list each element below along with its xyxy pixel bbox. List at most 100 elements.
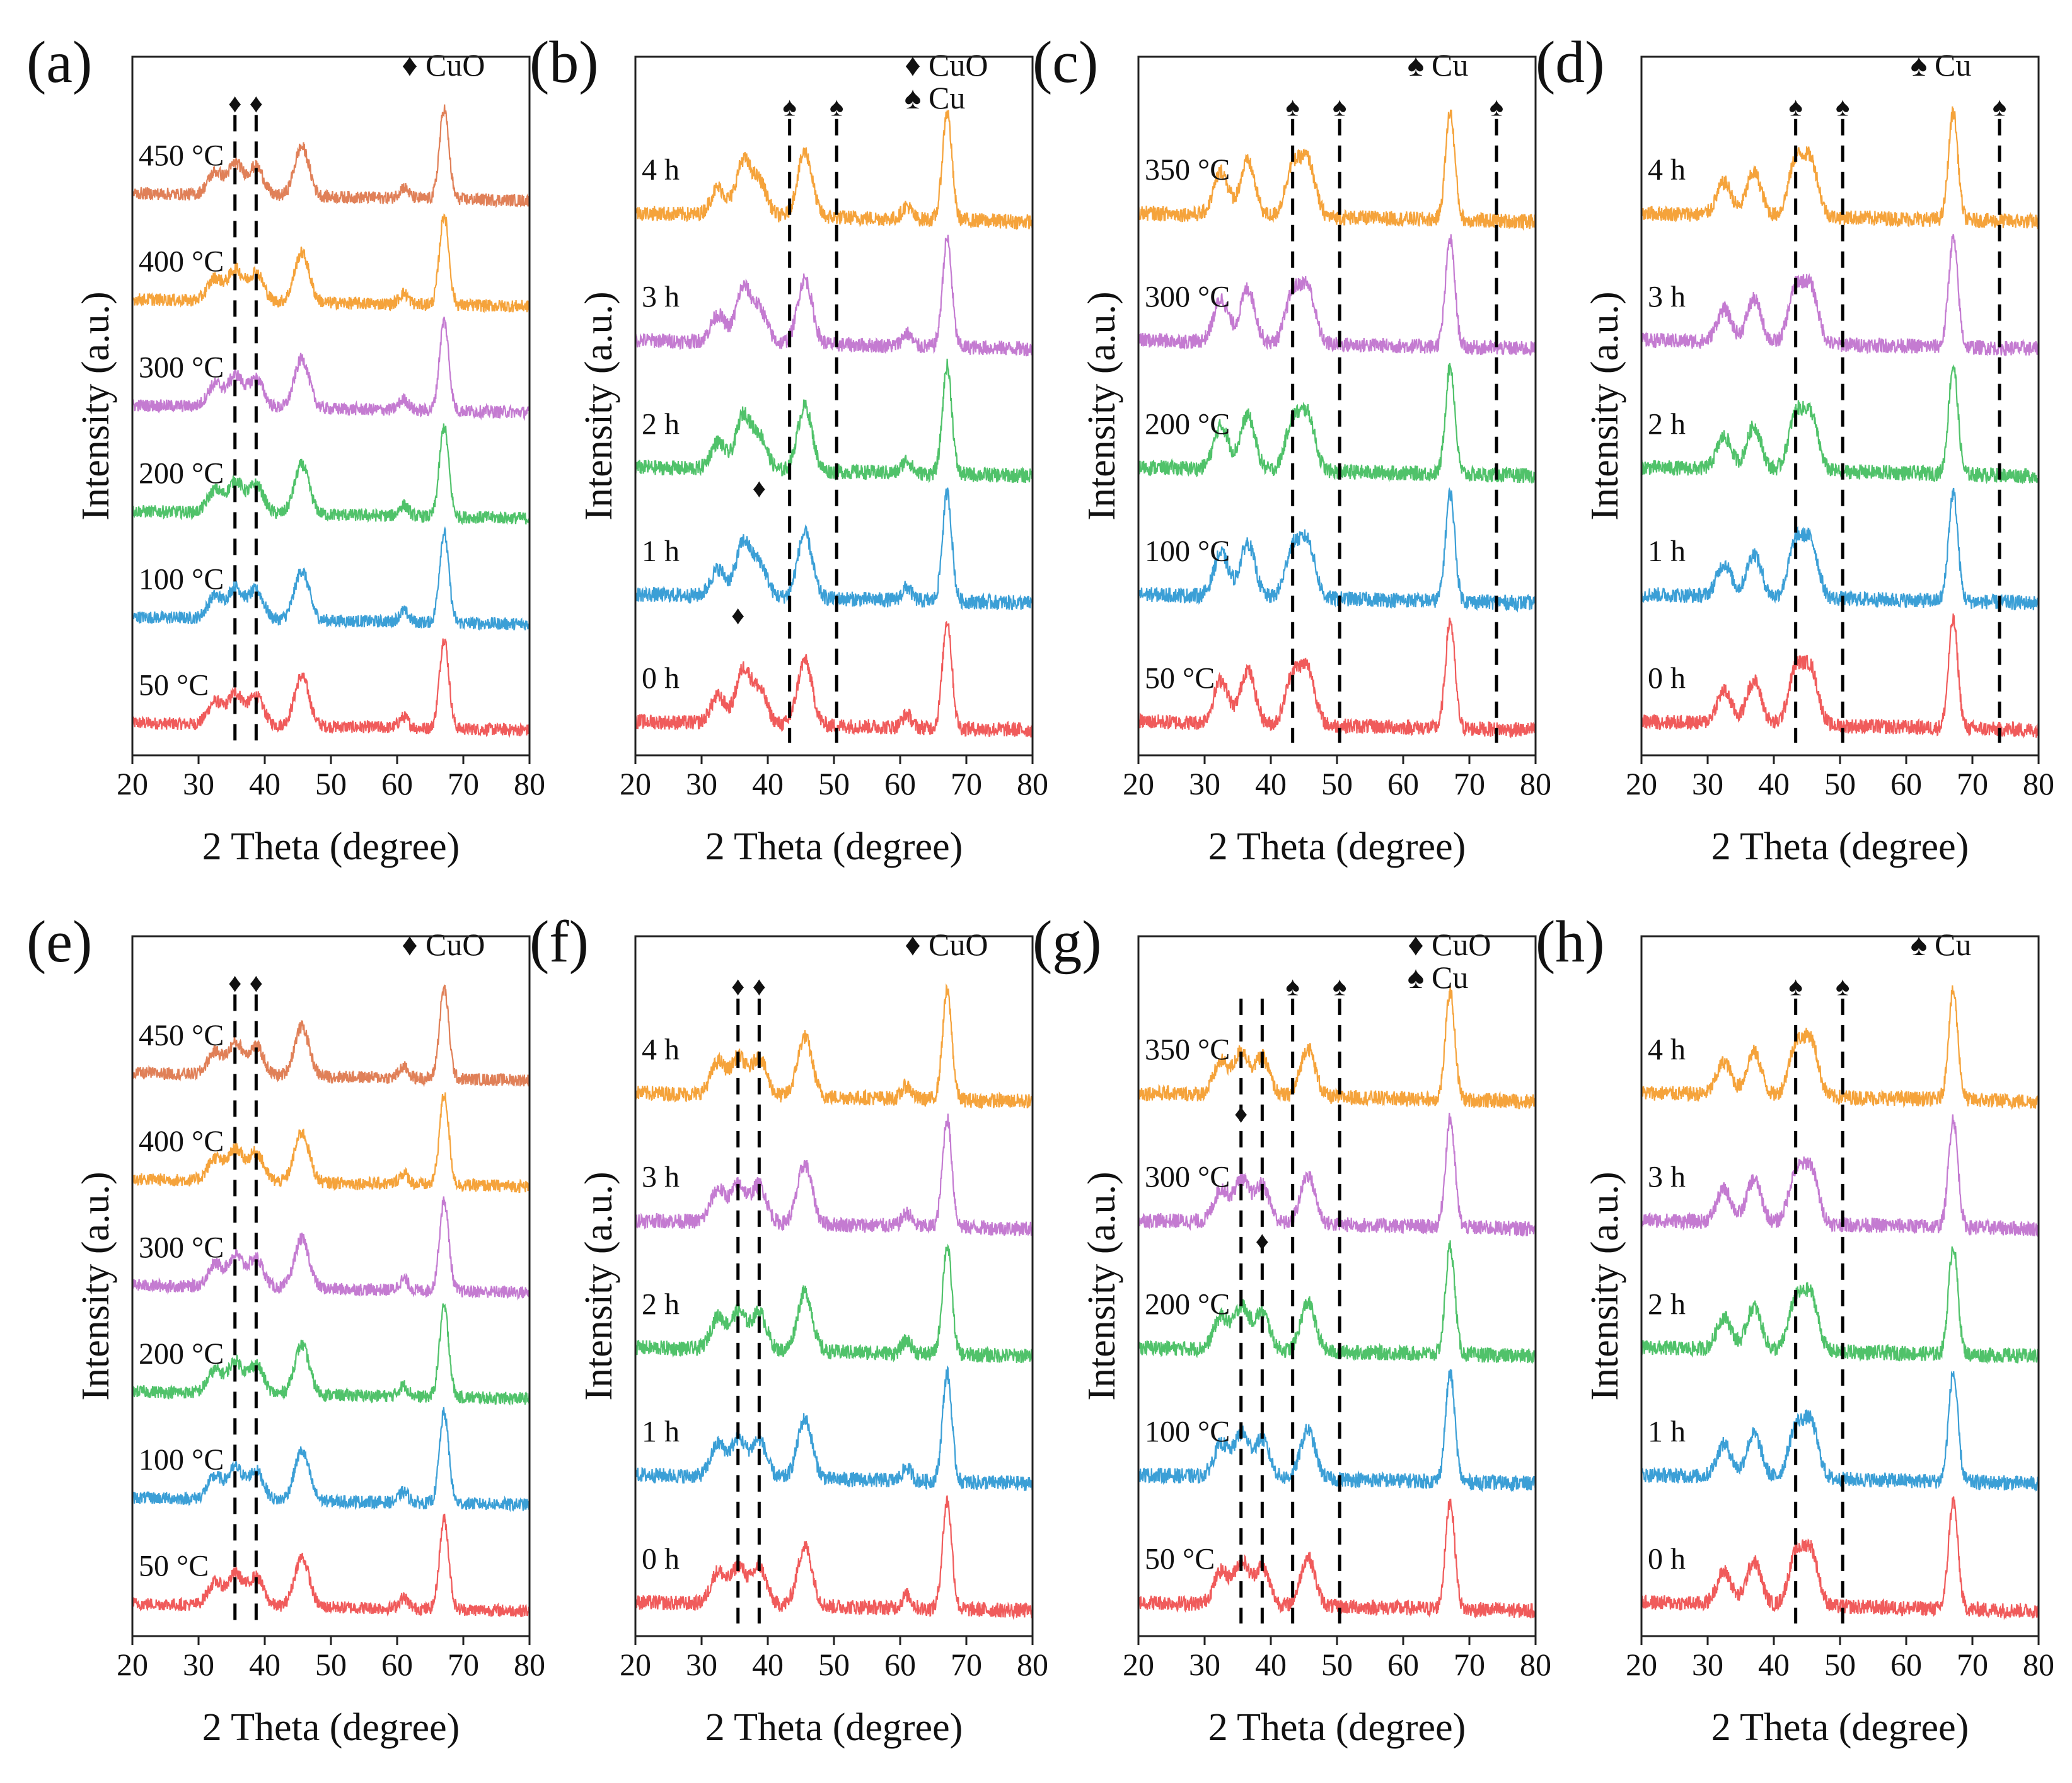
- x-tick-label: 60: [884, 766, 916, 801]
- series-line: [1640, 985, 2040, 1110]
- legend-symbol: ♦: [905, 47, 921, 83]
- x-tick-label: 20: [1123, 766, 1154, 801]
- phase-marker: ♦: [1234, 1100, 1247, 1129]
- x-tick-label: 30: [686, 766, 717, 801]
- phase-marker: ♦: [753, 474, 766, 503]
- phase-marker: ♠: [1285, 93, 1299, 122]
- legend-symbol: ♠: [905, 80, 922, 115]
- series-label: 100 °C: [1145, 535, 1230, 568]
- panel-letter: (e): [26, 909, 92, 975]
- series-line: [1137, 617, 1537, 739]
- series-label: 4 h: [1648, 153, 1686, 187]
- x-tick-label: 20: [117, 1647, 148, 1682]
- series-line: [1137, 234, 1537, 356]
- series-line: [1640, 613, 2040, 739]
- series-label: 50 °C: [1145, 661, 1215, 695]
- series-line: [1640, 234, 2040, 357]
- series-line: [131, 104, 531, 209]
- series-label: 0 h: [1648, 1542, 1686, 1576]
- series-line: [131, 213, 531, 313]
- series-line: [634, 983, 1034, 1110]
- series-label: 4 h: [642, 153, 680, 187]
- phase-marker: ♠: [1993, 93, 2006, 122]
- x-axis-title: 2 Theta (degree): [202, 825, 460, 868]
- x-tick-label: 20: [1626, 766, 1657, 801]
- legend-label: Cu: [1935, 927, 1971, 962]
- x-tick-label: 40: [752, 1647, 784, 1682]
- x-tick-label: 30: [1692, 766, 1723, 801]
- series-label: 1 h: [642, 535, 680, 568]
- phase-marker: ♦: [731, 973, 744, 1002]
- x-tick-label: 80: [1520, 766, 1551, 801]
- panel-letter: (a): [26, 30, 92, 95]
- y-axis-title: Intensity (a.u.): [1583, 291, 1626, 520]
- x-tick-label: 70: [448, 1647, 479, 1682]
- x-axis-title: 2 Theta (degree): [1208, 1706, 1466, 1749]
- x-tick-label: 30: [1189, 1647, 1220, 1682]
- series-label: 100 °C: [139, 563, 224, 596]
- x-tick-label: 40: [1255, 766, 1287, 801]
- phase-marker: ♦: [250, 969, 263, 998]
- series-line: [1137, 487, 1537, 613]
- x-axis-title: 2 Theta (degree): [705, 825, 963, 868]
- legend-symbol: ♠: [1911, 47, 1928, 83]
- legend-label: Cu: [1935, 47, 1971, 83]
- x-tick-label: 20: [620, 766, 651, 801]
- series-label: 1 h: [1648, 535, 1686, 568]
- x-tick-label: 60: [1387, 766, 1419, 801]
- series-line: [1640, 1371, 2040, 1492]
- y-axis-title: Intensity (a.u.): [1080, 291, 1123, 520]
- series-label: 200 °C: [1145, 1287, 1230, 1321]
- series-line: [634, 1365, 1033, 1491]
- panel-letter: (f): [530, 909, 589, 975]
- plot-frame: [634, 55, 1034, 757]
- x-tick-label: 20: [1626, 1647, 1657, 1682]
- series-label: 300 °C: [139, 351, 224, 385]
- panel-letter: (b): [530, 30, 599, 95]
- legend-symbol: ♠: [1911, 927, 1928, 962]
- series-label: 3 h: [642, 1160, 680, 1194]
- series-line: [634, 487, 1034, 610]
- y-axis-title: Intensity (a.u.): [74, 1171, 117, 1400]
- panel-letter: (h): [1536, 909, 1605, 975]
- series-line: [634, 1495, 1034, 1620]
- series-label: 300 °C: [1145, 1160, 1230, 1194]
- x-tick-label: 70: [448, 766, 479, 801]
- series-label: 200 °C: [139, 457, 224, 491]
- x-axis-title: 2 Theta (degree): [1711, 1706, 1969, 1749]
- series-label: 200 °C: [139, 1337, 224, 1371]
- phase-marker: ♦: [250, 90, 263, 119]
- x-tick-label: 40: [249, 766, 281, 801]
- x-tick-label: 40: [752, 766, 784, 801]
- x-tick-label: 50: [1824, 766, 1856, 801]
- series-line: [635, 1113, 1034, 1236]
- series-label: 100 °C: [1145, 1415, 1230, 1448]
- x-tick-label: 50: [1321, 766, 1353, 801]
- series-label: 450 °C: [139, 1019, 224, 1052]
- series-label: 200 °C: [1145, 407, 1230, 441]
- x-tick-label: 70: [1957, 766, 1988, 801]
- legend-symbol: ♦: [402, 927, 418, 962]
- legend-label: CuO: [929, 927, 988, 962]
- x-tick-label: 80: [514, 766, 545, 801]
- series-line: [1641, 106, 2040, 229]
- series-label: 400 °C: [139, 1125, 224, 1158]
- x-tick-label: 30: [183, 1647, 214, 1682]
- x-tick-label: 60: [1890, 766, 1922, 801]
- x-axis-title: 2 Theta (degree): [1711, 825, 1969, 868]
- x-tick-label: 40: [1255, 1647, 1287, 1682]
- series-label: 2 h: [642, 407, 680, 441]
- y-axis-title: Intensity (a.u.): [1583, 1171, 1626, 1400]
- series-label: 100 °C: [139, 1443, 224, 1477]
- series-label: 0 h: [1648, 661, 1686, 695]
- legend-symbol: ♦: [905, 927, 921, 962]
- series-line: [1137, 1499, 1537, 1619]
- y-axis-title: Intensity (a.u.): [74, 291, 117, 520]
- series-label: 3 h: [1648, 281, 1686, 314]
- plot-frame: [1640, 55, 2040, 757]
- series-line: [131, 984, 531, 1088]
- series-line: [131, 526, 531, 631]
- x-tick-label: 70: [1957, 1647, 1988, 1682]
